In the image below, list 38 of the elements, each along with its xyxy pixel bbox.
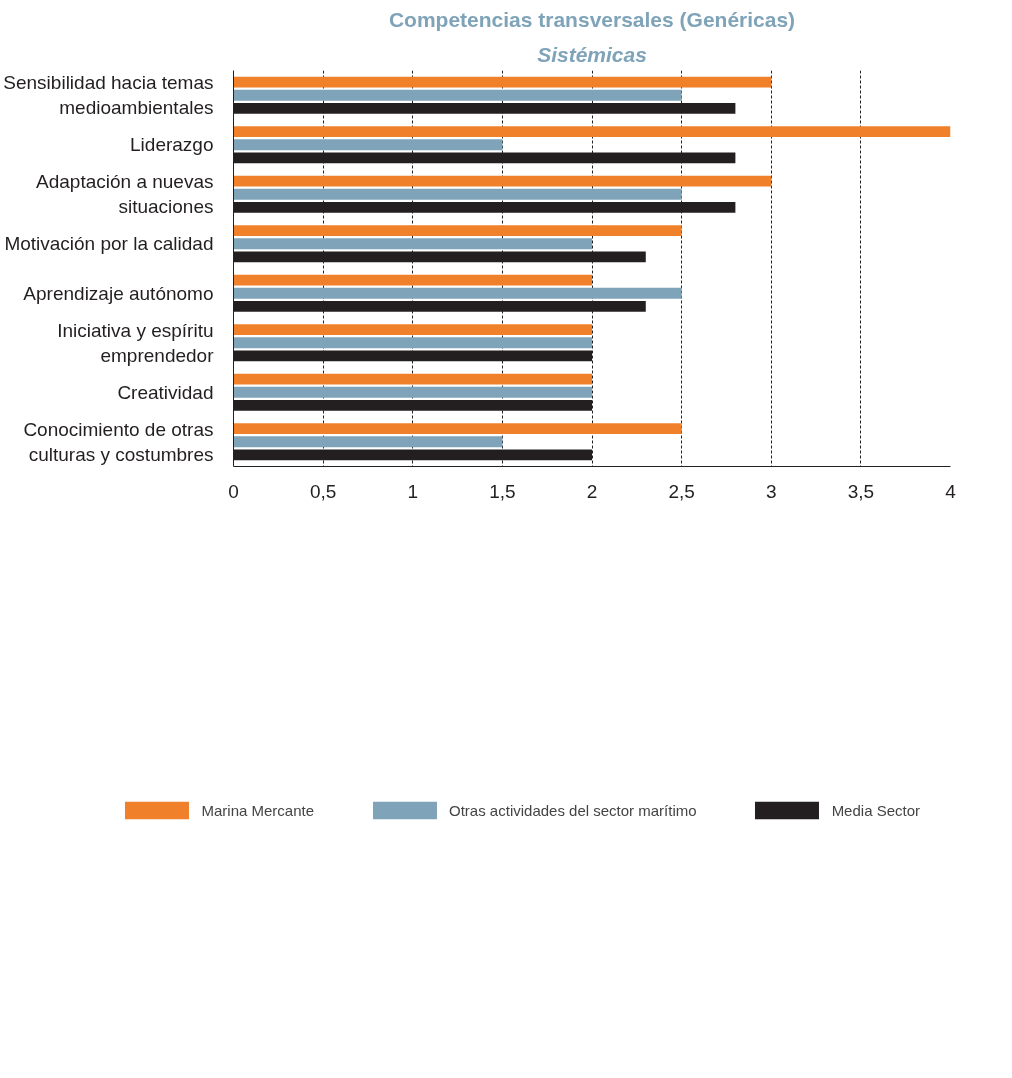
bar (233, 225, 682, 237)
x-tick-label: 1,5 (489, 480, 516, 502)
x-tick-label: 2 (586, 480, 598, 502)
bar (233, 238, 592, 250)
bar (233, 188, 682, 200)
chart-title: Competencias transversales (Genéricas) (388, 7, 796, 31)
x-tick-label: 3 (765, 480, 777, 502)
bar (233, 89, 682, 101)
bar (233, 287, 682, 299)
legend-label: Otras actividades del sector marítimo (449, 801, 697, 819)
bar (233, 76, 772, 88)
legend-label: Marina Mercante (201, 801, 315, 819)
x-tick-label: 0 (228, 480, 239, 502)
y-tick-label: Aprendizaje autónomo (23, 282, 214, 304)
y-tick-label: Sensibilidad hacia temas medioambientales (3, 72, 214, 119)
x-tick-label: 0,5 (309, 480, 337, 502)
y-tick-label: Conocimiento de otras culturas y costumbres (23, 418, 214, 465)
y-tick-label: Liderazgo (130, 134, 214, 156)
y-tick-label: Creatividad (117, 381, 214, 403)
chart-subtitle: Sistémicas (537, 42, 647, 66)
bar (233, 373, 592, 385)
bar (233, 436, 503, 448)
x-tick-label: 2,5 (668, 480, 695, 502)
bar (233, 126, 951, 138)
x-tick-label: 1 (407, 480, 419, 502)
x-tick-label: 4 (945, 480, 957, 502)
y-tick-label: Iniciativa y espíritu emprendedor (57, 319, 215, 366)
bar (233, 274, 592, 286)
bar (233, 324, 592, 336)
y-tick-label: Motivación por la calidad (4, 233, 214, 255)
legend-label: Media Sector (831, 801, 920, 819)
bar (233, 386, 592, 398)
y-tick-label: Adaptación a nuevas situaciones (36, 171, 214, 218)
bar (233, 423, 682, 435)
bar (233, 175, 772, 187)
bar (233, 139, 503, 151)
bar (233, 337, 592, 349)
x-tick-label: 3,5 (847, 480, 875, 502)
